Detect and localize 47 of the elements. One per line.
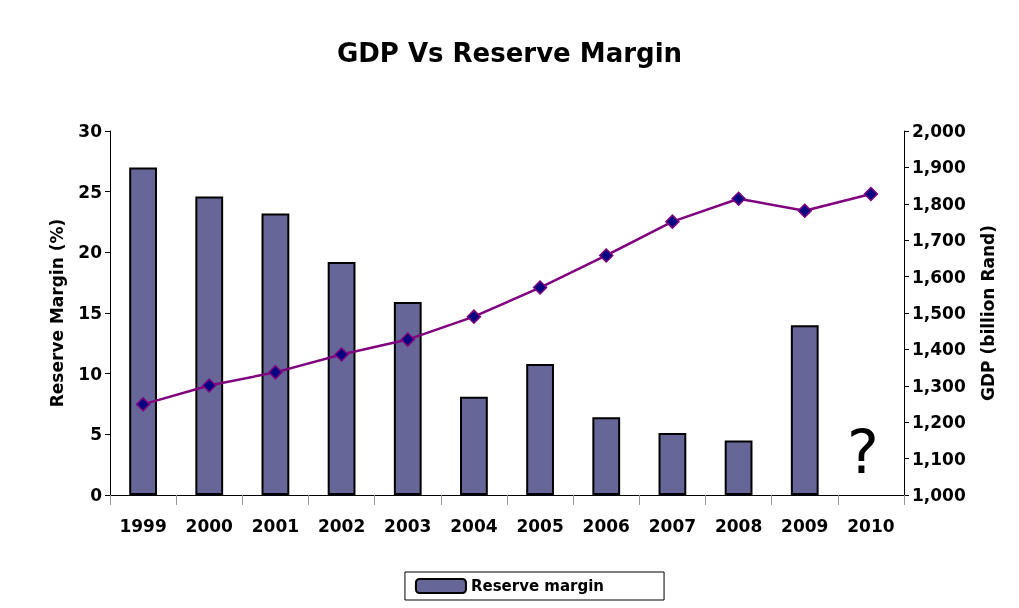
x-tick-label: 2009 (781, 515, 829, 536)
point (599, 248, 614, 263)
y2-tick-label: 1,200 (912, 412, 966, 433)
point (135, 397, 151, 412)
x-tick-label: 2005 (516, 515, 564, 536)
y2-tick-label: 1,400 (912, 339, 966, 360)
x-tick-label: 2004 (450, 515, 498, 536)
x-tick-label: 2006 (582, 515, 630, 536)
y-tick-label: 25 (78, 181, 102, 202)
x-tick-label: 2008 (714, 515, 763, 536)
y2-tick-label: 2,000 (912, 121, 966, 141)
point (334, 347, 349, 362)
x-tick-label: 2003 (384, 515, 432, 536)
y2-tick-label: 1,500 (912, 303, 966, 323)
point (532, 280, 548, 295)
y-tick-label: 0 (90, 485, 103, 505)
y2-tick-label: 1,300 (912, 375, 966, 396)
y2-axis-title: GDP (billion Rand) (977, 225, 998, 401)
x-tick-label: 1999 (119, 515, 167, 536)
point (268, 365, 283, 380)
point (466, 309, 482, 324)
x-tick-label: 2007 (648, 515, 697, 536)
y-tick-label: 15 (78, 303, 102, 323)
point (665, 214, 680, 229)
y2-tick-label: 1,000 (912, 485, 966, 505)
y2-tick-label: 1,700 (912, 230, 966, 251)
point (797, 203, 812, 218)
point (202, 378, 217, 393)
y2-tick-label: 1,100 (912, 448, 966, 469)
y-tick-label: 20 (78, 242, 103, 263)
y-tick-label: 30 (78, 121, 103, 141)
y-tick-label: 5 (90, 424, 102, 445)
x-tick-label: 2010 (847, 515, 895, 536)
y-tick-label: 10 (78, 363, 103, 384)
y2-tick-label: 1,900 (912, 157, 966, 178)
x-tick-label: 2002 (317, 515, 366, 536)
legend-label: Reserve margin (470, 577, 605, 595)
x-tick-label: 2000 (185, 515, 234, 536)
point (731, 191, 746, 206)
point (863, 186, 879, 202)
y2-tick-label: 1,600 (912, 266, 966, 287)
annotation: ? (846, 417, 879, 487)
x-tick-label: 2001 (251, 515, 300, 536)
chart-title: GDP Vs Reserve Margin (336, 38, 683, 68)
point (400, 332, 415, 347)
y-axis-title: Reserve Margin (%) (46, 218, 67, 408)
y2-tick-label: 1,800 (912, 193, 966, 214)
